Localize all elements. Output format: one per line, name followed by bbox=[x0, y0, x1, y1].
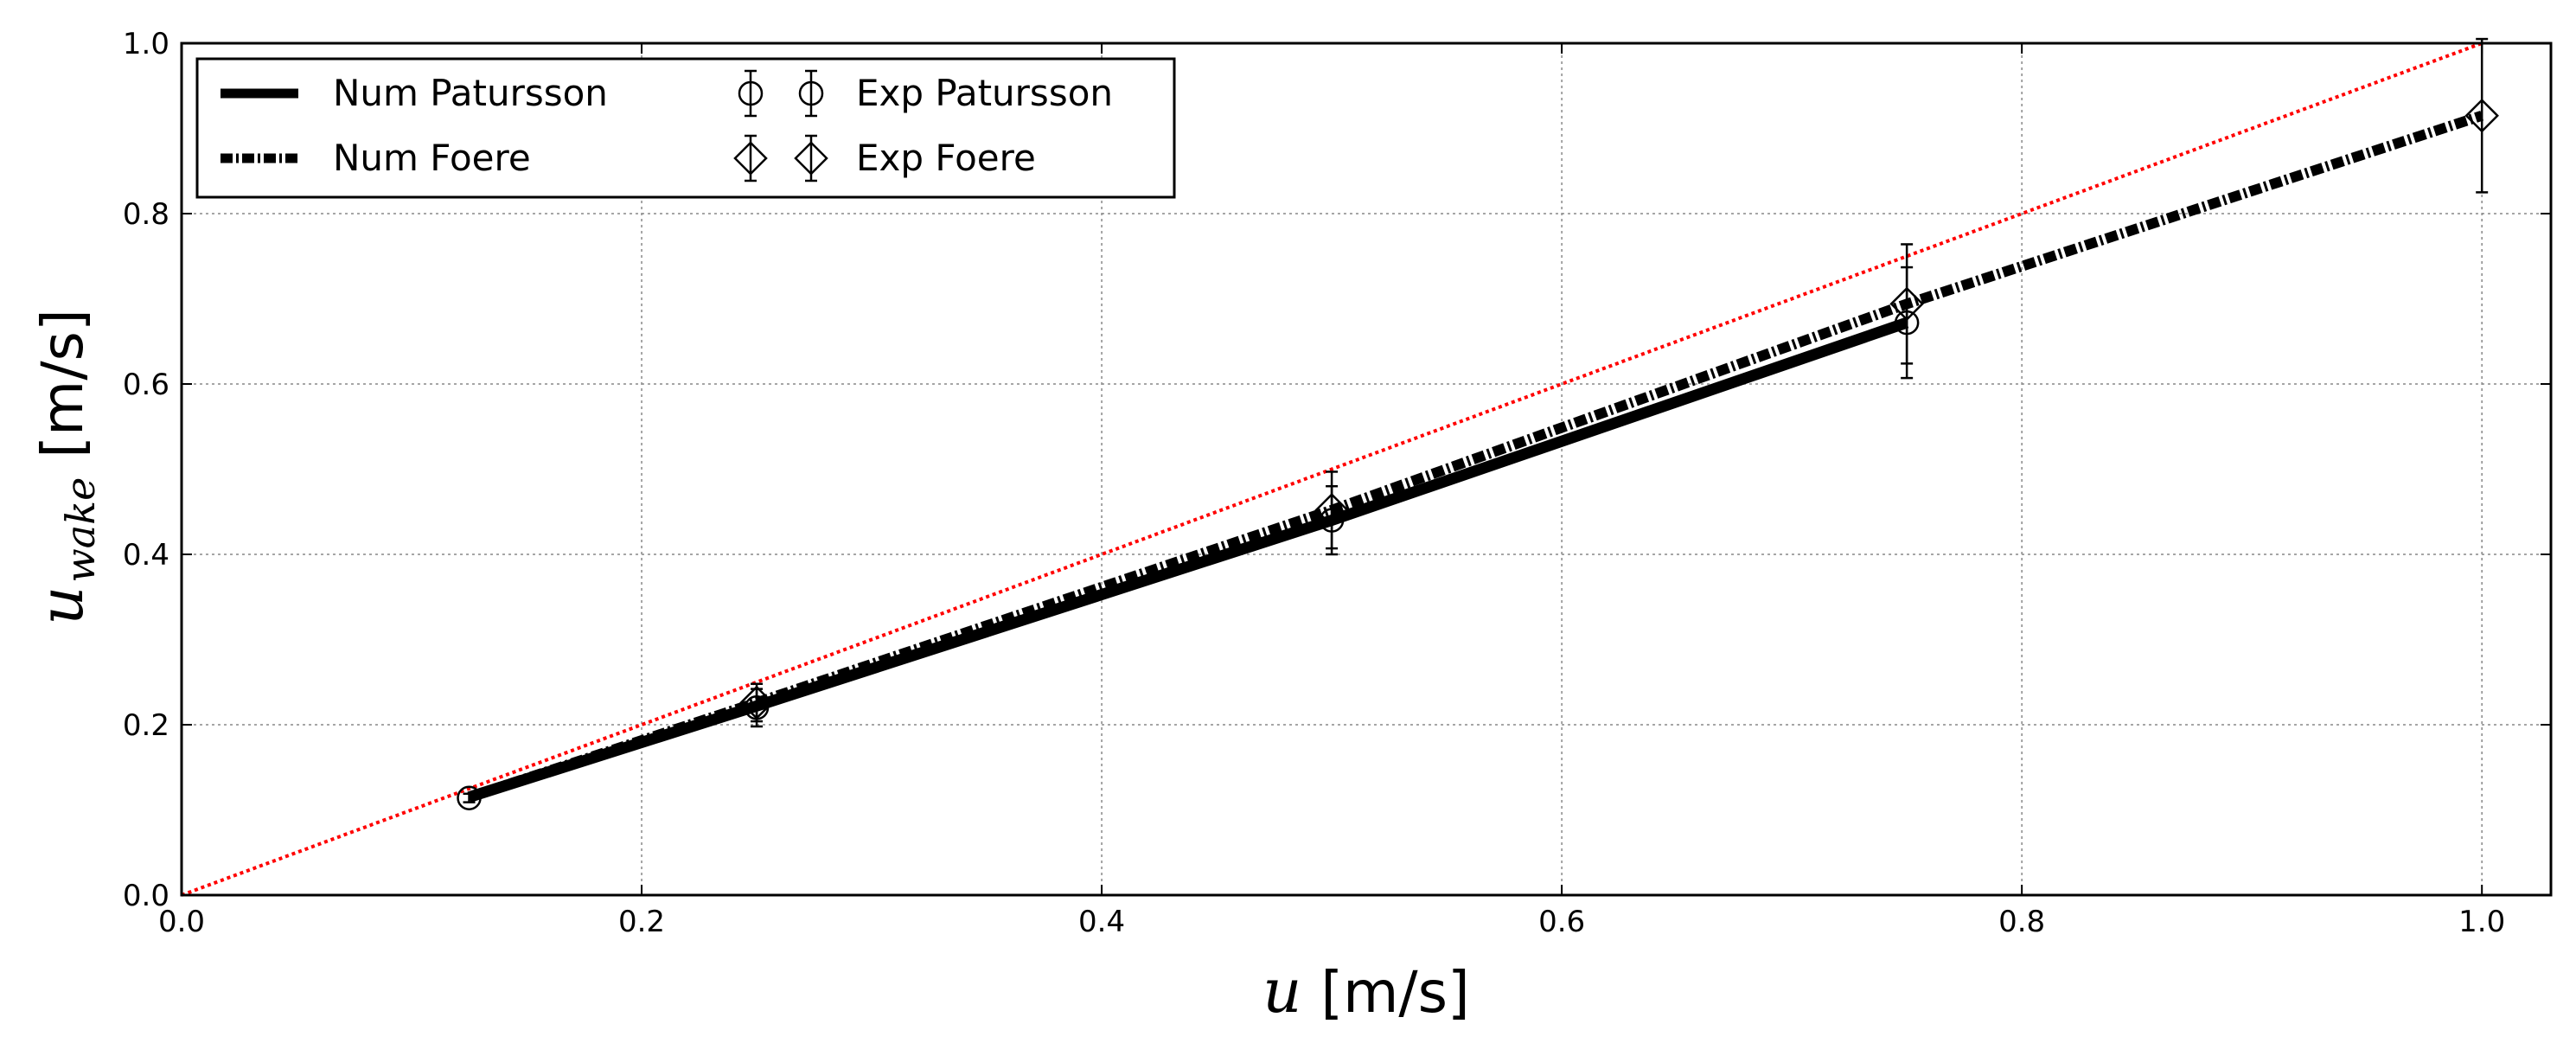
y-axis-unit: [m/s] bbox=[29, 309, 96, 458]
legend-marker-exp-patursson bbox=[738, 69, 824, 118]
data-point-exp-foere bbox=[1889, 286, 1924, 322]
x-tick-label: 0.6 bbox=[1538, 905, 1585, 939]
y-tick-label: 1.0 bbox=[123, 27, 169, 61]
reference-line bbox=[181, 42, 2483, 897]
legend-label-num-patursson: Num Patursson bbox=[333, 72, 608, 114]
x-tick-label: 0.8 bbox=[1998, 905, 2045, 939]
y-axis-subscript: wake bbox=[57, 477, 104, 583]
data-point-exp-foere bbox=[1314, 493, 1349, 528]
y-tick-label: 0.8 bbox=[123, 197, 169, 232]
x-axis-variable: u bbox=[1262, 956, 1301, 1027]
y-tick-label: 0.0 bbox=[123, 879, 169, 913]
legend-marker-exp-foere bbox=[733, 134, 828, 182]
x-axis-label: u [m/s] bbox=[1262, 956, 1470, 1027]
plot-frame bbox=[180, 42, 2553, 897]
y-axis-ticks: 0.0 0.2 0.4 0.6 0.8 1.0 bbox=[123, 27, 2551, 913]
x-axis-ticks: 0.0 0.2 0.4 0.6 0.8 1.0 bbox=[158, 43, 2505, 939]
legend: Num Patursson Num Foere Exp Patursson Ex… bbox=[195, 57, 1176, 199]
x-tick-label: 1.0 bbox=[2458, 905, 2505, 939]
y-tick-label: 0.6 bbox=[123, 368, 169, 402]
legend-label-exp-foere: Exp Foere bbox=[856, 137, 1036, 179]
x-tick-label: 0.0 bbox=[158, 905, 205, 939]
series-line-num-patursson bbox=[467, 317, 1909, 803]
x-axis-unit: [m/s] bbox=[1320, 959, 1469, 1026]
y-axis-label: u wake [m/s] bbox=[26, 309, 104, 624]
legend-box bbox=[195, 57, 1176, 199]
legend-label-num-foere: Num Foere bbox=[333, 137, 531, 179]
data-point-exp-foere bbox=[2464, 98, 2499, 133]
series-layer bbox=[181, 37, 2499, 897]
data-point-exp-patursson bbox=[457, 785, 482, 810]
y-axis-variable: u bbox=[26, 586, 97, 625]
x-tick-label: 0.4 bbox=[1078, 905, 1125, 939]
gridlines bbox=[181, 42, 2551, 896]
y-tick-label: 0.4 bbox=[123, 538, 169, 573]
x-tick-label: 0.2 bbox=[618, 905, 665, 939]
data-point-exp-foere bbox=[739, 685, 774, 720]
legend-label-exp-patursson: Exp Patursson bbox=[856, 72, 1113, 114]
y-tick-label: 0.2 bbox=[123, 708, 169, 743]
